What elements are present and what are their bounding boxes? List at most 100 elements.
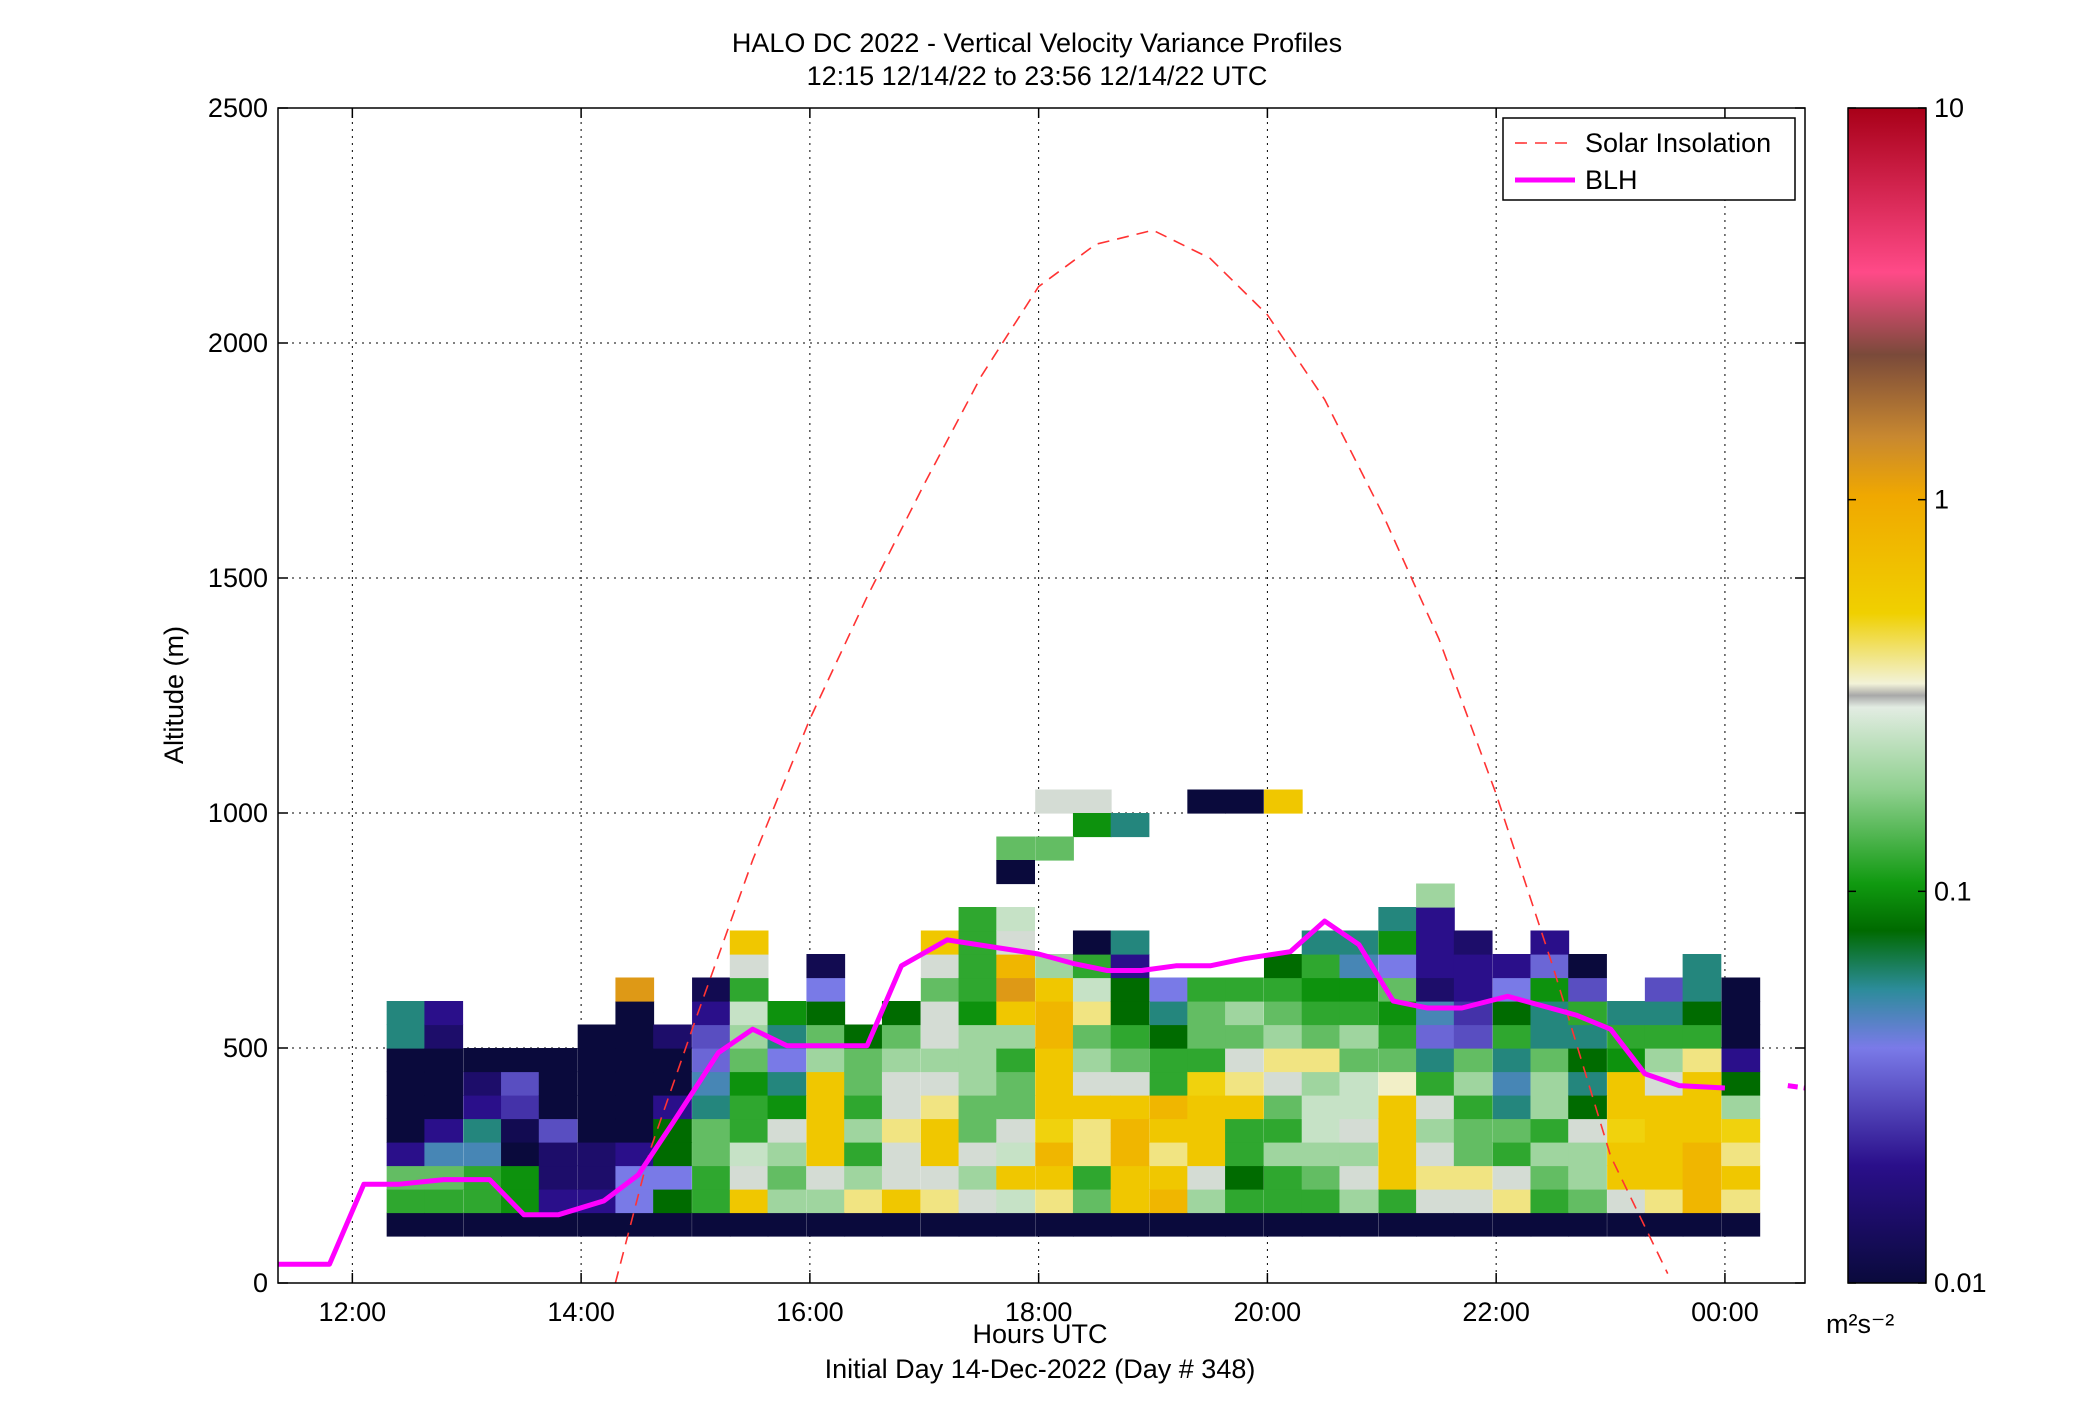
heatmap-cell [1378,1095,1418,1120]
heatmap-cell [1530,1024,1570,1049]
heatmap-cell [767,1095,807,1120]
heatmap-cell [920,1118,960,1143]
heatmap-cell [1568,977,1607,1002]
heatmap-cell [1492,1165,1532,1190]
heatmap-cell [577,1212,617,1237]
heatmap-cell [844,1142,883,1167]
heatmap-cell [1416,930,1455,955]
colorbar-ticks: 0.01 0.1 1 10 [1848,93,1987,1298]
heatmap-cell [1035,836,1074,861]
heatmap-cell [920,1212,960,1237]
heatmap-cell [1110,1212,1150,1237]
heatmap-cell [1644,1048,1684,1073]
heatmap-cell [920,1001,960,1026]
heatmap-cell [1149,1212,1189,1237]
heatmap-cell [1416,977,1455,1002]
heatmap-cell [1644,977,1684,1002]
heatmap-cell [1035,1212,1074,1237]
heatmap-cell [1149,1024,1189,1049]
heatmap-cell [1682,1118,1722,1143]
heatmap-cell [1453,1212,1493,1237]
legend-label-blh: BLH [1585,165,1638,195]
heatmap-cell [920,1095,960,1120]
heatmap-cell [424,1048,464,1073]
heatmap-cell [1607,1024,1646,1049]
heatmap-cell [1530,1118,1570,1143]
heatmap-cell [463,1212,502,1237]
heatmap-cell [1263,1024,1303,1049]
heatmap-cell [1568,1118,1607,1143]
heatmap-cell [1378,1118,1418,1143]
heatmap-cell [729,930,769,955]
heatmap-cell [538,1095,578,1120]
heatmap-cell [1644,1095,1684,1120]
heatmap-cell [1225,1095,1264,1120]
heatmap-cell [424,1189,464,1214]
heatmap-cell [1568,1212,1607,1237]
heatmap-cell [920,1071,960,1096]
heatmap-cell [767,1212,807,1237]
heatmap-cell [1682,1212,1722,1237]
heatmap-cell [1644,1142,1684,1167]
heatmap-cell [729,1071,769,1096]
chart-title: HALO DC 2022 - Vertical Velocity Varianc… [732,28,1342,58]
heatmap-cell [806,977,846,1002]
heatmap-cell [920,1189,960,1214]
heatmap-cell [615,1118,655,1143]
heatmap-cell [1110,1142,1150,1167]
heatmap-cell [881,1165,921,1190]
heatmap-cell [1263,1095,1303,1120]
heatmap-cell [844,1048,883,1073]
heatmap-cell [1416,1024,1455,1049]
heatmap-cell [806,1001,846,1026]
heatmap-cell [729,1095,769,1120]
heatmap-cell [996,977,1036,1002]
heatmap-cell [577,1118,617,1143]
heatmap-cell [844,1118,883,1143]
heatmap-cell [1568,1048,1607,1073]
heatmap-cell [615,1071,655,1096]
heatmap-cell [1492,1095,1532,1120]
heatmap-cell [1301,1189,1341,1214]
heatmap-cell [1530,977,1570,1002]
heatmap-cell [996,1095,1036,1120]
heatmap-cell [1339,1001,1379,1026]
heatmap-cell [806,954,846,979]
heatmap-cell [996,860,1036,885]
heatmap-cell [767,1071,807,1096]
heatmap-cell [1721,1189,1761,1214]
heatmap-cell [1339,1189,1379,1214]
heatmap-cell [729,954,769,979]
heatmap-cell [424,1001,464,1026]
heatmap-cell [386,1071,426,1096]
heatmap-cell [1187,1071,1227,1096]
heatmap-cell [1530,1189,1570,1214]
heatmap-cell [463,1048,502,1073]
heatmap-cell [1149,1189,1189,1214]
heatmap-cell [996,907,1036,932]
y-tick-label: 1500 [208,563,268,593]
heatmap-cell [424,1024,464,1049]
heatmap-cell [1035,1024,1074,1049]
heatmap-cell [1530,1071,1570,1096]
heatmap-cell [958,1048,998,1073]
heatmap-cell [463,1118,502,1143]
heatmap-cell [1072,1071,1112,1096]
heatmap-cell [538,1165,578,1190]
heatmap-cell [653,1165,692,1190]
heatmap-cell [1721,1095,1761,1120]
heatmap-cell [1416,1165,1455,1190]
x-tick-label: 20:00 [1234,1297,1302,1327]
heatmap-cell [1378,954,1418,979]
heatmap-cell [881,1001,921,1026]
heatmap-cell [1416,907,1455,932]
heatmap-cell [653,1212,692,1237]
heatmap-cell [1225,1165,1264,1190]
blh-line-segment [1787,1083,1806,1091]
heatmap-cell [1644,1024,1684,1049]
heatmap-cell [538,1142,578,1167]
heatmap-cell [1263,1071,1303,1096]
heatmap-cell [1416,1212,1455,1237]
heatmap-cell [1378,1024,1418,1049]
heatmap-cell [729,1142,769,1167]
